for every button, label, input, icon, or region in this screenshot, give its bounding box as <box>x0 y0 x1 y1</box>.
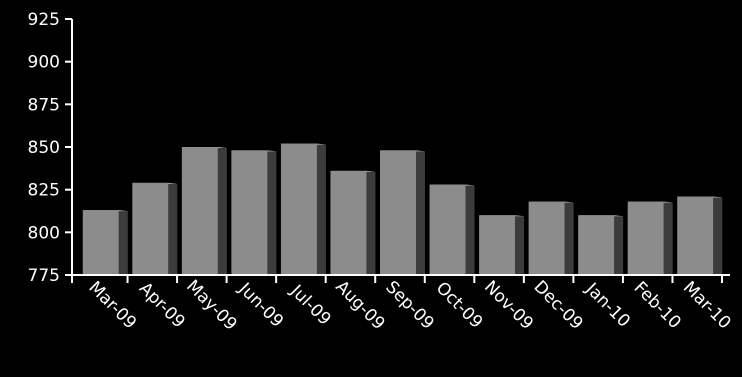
bar-front-face <box>280 143 317 275</box>
x-tick-label-Dec-09: Dec-09 <box>530 277 587 334</box>
y-tick-label: 775 <box>28 266 60 286</box>
bar-front-face <box>380 150 416 275</box>
bar-Jun-09 <box>231 150 277 275</box>
bar-side-face <box>663 201 673 275</box>
bar-front-face <box>528 201 565 275</box>
x-tick-label-Oct-09: Oct-09 <box>432 278 487 333</box>
bar-side-face <box>267 150 277 275</box>
bar-Jan-10 <box>578 215 624 275</box>
bars-group <box>82 143 723 275</box>
x-tick-label-Jul-09: Jul-09 <box>286 281 335 330</box>
x-tick-label-Jun-09: Jun-09 <box>234 278 287 331</box>
bar-front-face <box>627 201 664 275</box>
y-tick-label: 850 <box>28 138 60 158</box>
bar-side-face <box>465 184 475 275</box>
bar-Aug-09 <box>330 170 376 275</box>
bar-front-face <box>578 215 615 275</box>
bar-front-face <box>479 215 516 275</box>
bar-front-face <box>231 150 268 275</box>
x-tick-label-Aug-09: Aug-09 <box>331 277 388 334</box>
bar-Nov-09 <box>479 215 525 275</box>
y-tick-label: 800 <box>28 223 60 243</box>
bar-Mar-10 <box>677 196 723 275</box>
bar-Apr-09 <box>132 182 178 275</box>
bar-side-face <box>168 182 178 275</box>
bar-front-face <box>429 184 466 275</box>
y-axis-ticks: 775 800 825 850 875 900 925 <box>28 10 72 286</box>
bar-Mar-09 <box>82 210 128 275</box>
bar-side-face <box>118 210 128 275</box>
bar-side-face <box>416 150 425 275</box>
bar-side-face <box>564 201 574 275</box>
x-tick-label-Sep-09: Sep-09 <box>381 277 437 333</box>
bar-side-face <box>316 143 326 275</box>
bar-side-face <box>515 215 525 275</box>
bar-Feb-10 <box>627 201 673 275</box>
x-tick-label-Apr-09: Apr-09 <box>135 279 189 333</box>
bar-Sep-09 <box>380 150 425 275</box>
bar-Dec-09 <box>528 201 574 275</box>
y-tick-label: 925 <box>28 10 60 30</box>
bar-Oct-09 <box>429 184 475 275</box>
y-tick-label: 900 <box>28 53 60 73</box>
bar-front-face <box>181 147 218 275</box>
x-tick-label-Nov-09: Nov-09 <box>480 277 537 334</box>
bar-front-face <box>677 196 714 275</box>
x-tick-label-Mar-09: Mar-09 <box>84 278 140 334</box>
bar-side-face <box>614 215 624 275</box>
bar-side-face <box>366 170 376 275</box>
x-tick-label-May-09: May-09 <box>182 276 240 334</box>
bar-front-face <box>82 210 119 275</box>
x-tick-label-Jan-10: Jan-10 <box>581 279 634 332</box>
bar-Jul-09 <box>280 143 326 275</box>
y-tick-label: 875 <box>28 95 60 115</box>
bar-side-face <box>713 196 723 275</box>
x-tick-label-Feb-10: Feb-10 <box>630 278 685 333</box>
bar-side-face <box>217 147 227 275</box>
bar-front-face <box>132 182 169 275</box>
x-tick-label-Mar-10: Mar-10 <box>679 278 735 334</box>
bar-front-face <box>330 170 367 275</box>
bar-May-09 <box>181 147 227 275</box>
y-tick-label: 825 <box>28 181 60 201</box>
